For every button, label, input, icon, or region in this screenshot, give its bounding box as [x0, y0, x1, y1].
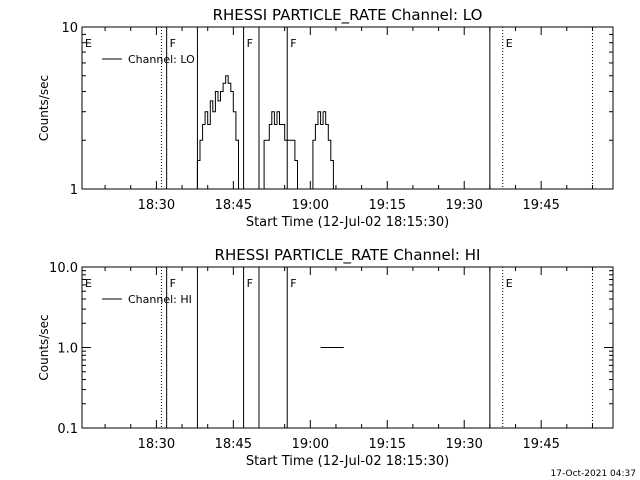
event-marker-label: F — [170, 277, 176, 290]
chart-title: RHESSI PARTICLE_RATE Channel: HI — [215, 246, 481, 265]
x-tick-label: 19:00 — [292, 198, 329, 213]
x-tick-label: 19:15 — [369, 437, 406, 452]
y-tick-label: 1.0 — [57, 342, 78, 357]
footer-timestamp: 17-Oct-2021 04:37 — [551, 469, 636, 479]
x-tick-label: 18:45 — [215, 437, 252, 452]
x-tick-label: 18:45 — [215, 198, 252, 213]
x-tick-label: 19:30 — [445, 437, 482, 452]
event-marker-label: E — [506, 277, 513, 290]
legend-entry: Channel: HI — [128, 293, 192, 306]
x-axis-label: Start Time (12-Jul-02 18:15:30) — [246, 215, 449, 230]
x-axis-label: Start Time (12-Jul-02 18:15:30) — [246, 454, 449, 469]
event-marker-label: E — [85, 277, 92, 290]
x-tick-label: 18:30 — [138, 198, 175, 213]
series-line — [263, 111, 298, 189]
x-tick-label: 19:15 — [369, 198, 406, 213]
event-marker-label: E — [506, 37, 513, 50]
panel-lo: RHESSI PARTICLE_RATE Channel: LO Counts/s… — [37, 6, 614, 230]
x-tick-label: 19:00 — [292, 437, 329, 452]
chart-title: RHESSI PARTICLE_RATE Channel: LO — [213, 6, 483, 25]
x-tick-label: 19:30 — [445, 198, 482, 213]
legend-entry: Channel: LO — [128, 53, 195, 66]
series-line — [312, 111, 334, 189]
event-marker-label: F — [247, 37, 253, 50]
event-marker-label: E — [85, 37, 92, 50]
y-tick-label: 0.1 — [57, 422, 78, 437]
x-tick-label: 19:45 — [522, 198, 559, 213]
panel-hi: RHESSI PARTICLE_RATE Channel: HI Counts/s… — [37, 246, 614, 469]
y-tick-label: 10.0 — [49, 261, 78, 276]
x-tick-label: 19:45 — [522, 437, 559, 452]
event-marker-label: F — [290, 277, 296, 290]
x-tick-label: 18:30 — [138, 437, 175, 452]
y-axis-label: Counts/sec — [37, 75, 51, 141]
y-tick-label: 1 — [70, 183, 78, 198]
series-line — [196, 75, 239, 189]
event-marker-label: F — [247, 277, 253, 290]
event-marker-label: F — [290, 37, 296, 50]
y-tick-label: 10 — [61, 21, 78, 36]
event-marker-label: F — [170, 37, 176, 50]
y-axis-label: Counts/sec — [37, 314, 51, 380]
